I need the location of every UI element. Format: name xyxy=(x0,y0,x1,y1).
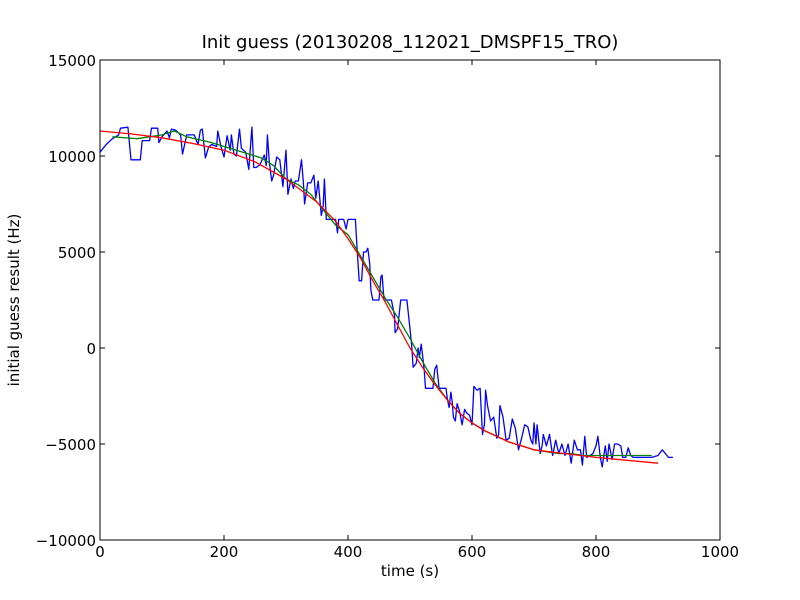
series-layer xyxy=(99,126,673,468)
y-tick-label: 15000 xyxy=(48,52,96,70)
x-tick-label: 800 xyxy=(582,543,611,561)
chart-title: Init guess (20130208_112021_DMSPF15_TRO) xyxy=(202,32,619,53)
y-tick-label: −10000 xyxy=(36,532,96,550)
x-tick-label: 600 xyxy=(458,543,487,561)
tick-layer: 0 200 400 600 800 1000 −10000 −5000 0 5000 10000 15… xyxy=(36,52,739,561)
x-tick-label: 200 xyxy=(210,543,239,561)
series-line-1 xyxy=(99,126,673,468)
plot-area xyxy=(100,60,720,540)
y-tick-label: 0 xyxy=(86,340,96,358)
x-tick-label: 1000 xyxy=(701,543,739,561)
y-tick-label: 10000 xyxy=(48,148,96,166)
plot-frame xyxy=(99,59,721,541)
y-tick-label: 5000 xyxy=(58,244,96,262)
series-line-3 xyxy=(99,130,659,464)
x-axis-label: time (s) xyxy=(381,562,439,580)
x-tick-label: 400 xyxy=(334,543,363,561)
y-axis-label: initial guess result (Hz) xyxy=(5,214,23,387)
x-tick-label: 0 xyxy=(95,543,105,561)
y-tick-label: −5000 xyxy=(45,436,96,454)
